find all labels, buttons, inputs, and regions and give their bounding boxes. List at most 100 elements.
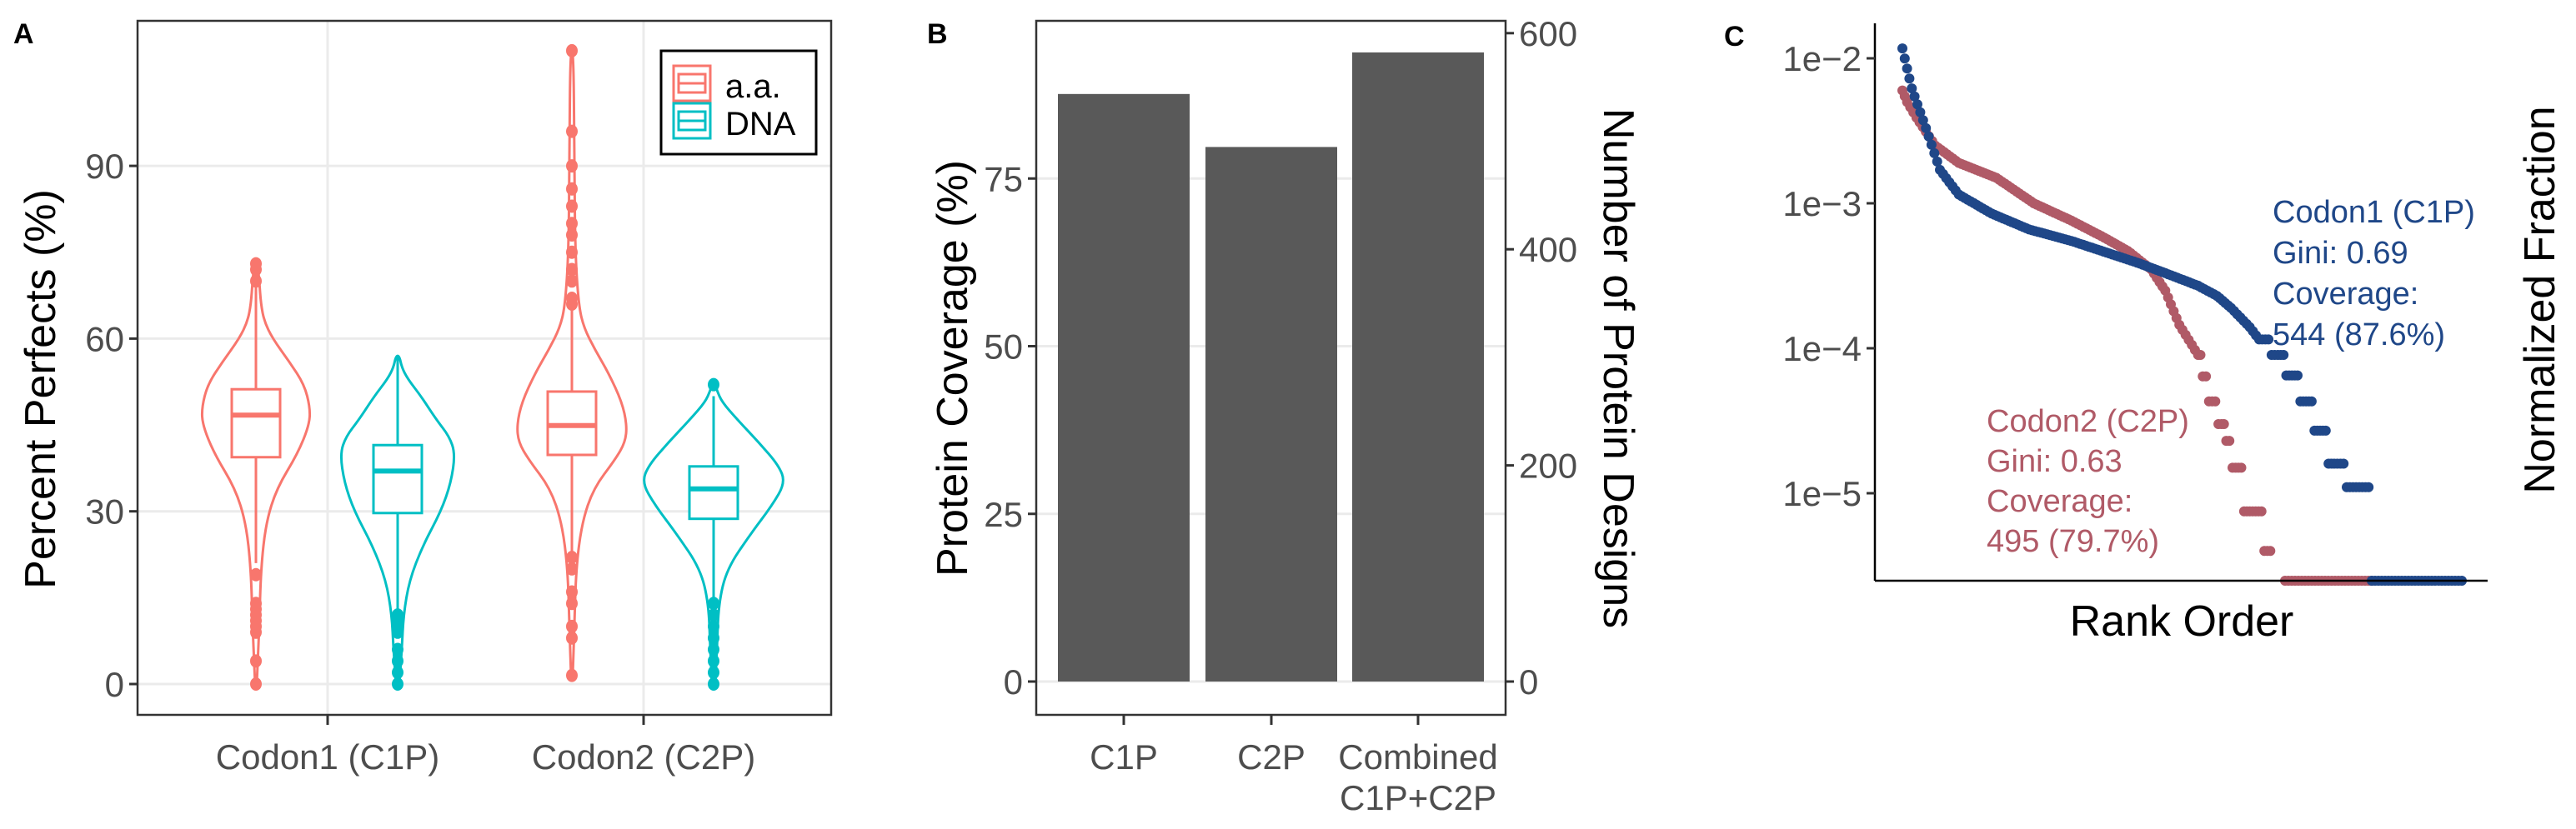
panel-a-violin-plot: A 0 30 60 90 Codon1 (C1P) Codon2 (C2P) Perce…: [13, 18, 833, 777]
outlier-point: [566, 292, 578, 306]
rank-point: [1926, 139, 1937, 150]
panel-c-y-tick-label: 1e−2: [1782, 39, 1862, 78]
c1p-annotation-gini: Gini: 0.69: [2273, 236, 2408, 271]
outlier-point: [708, 654, 719, 668]
c1p-annotation-name: Codon1 (C1P): [2273, 195, 2475, 230]
rank-point: [1904, 73, 1915, 84]
rank-point: [1929, 147, 1940, 158]
panel-b-bar-chart: B 0 25 50 75 0 200 400 600 C1P C2P CombinedC1P+C…: [927, 14, 1642, 817]
outlier-point: [392, 608, 403, 622]
outlier-point: [392, 642, 403, 657]
rank-point: [2256, 506, 2267, 517]
outlier-point: [566, 274, 578, 288]
panel-c-y-axis-title: Normalized Fraction: [2516, 106, 2564, 493]
panel-b-right-y-tick-label: 400: [1519, 230, 1577, 269]
outlier-point: [250, 257, 262, 271]
outlier-point: [708, 677, 719, 691]
rank-point: [1921, 122, 1932, 133]
rank-point: [1917, 115, 1928, 126]
rank-point: [2338, 458, 2349, 469]
panel-a-x-tick-label: Codon1 (C1P): [216, 737, 439, 777]
iqr-box: [688, 465, 739, 521]
c1p-annotation-coverage-label: Coverage:: [2273, 277, 2418, 312]
panel-c-y-ticks: 1e−2 1e−3 1e−4 1e−5: [1782, 39, 1875, 513]
panel-c-x-axis-title: Rank Order: [2070, 597, 2294, 646]
panel-c-points: [1897, 43, 2467, 586]
aa-violin-c1p: [200, 257, 312, 691]
outlier-point: [566, 585, 578, 599]
panel-a-y-ticks: 0 30 60 90: [85, 147, 138, 704]
panel-b-x-tick-label-c1p: C1P: [1090, 737, 1158, 777]
panel-b-right-y-ticks: 0 200 400 600: [1506, 14, 1577, 702]
c1p-points: [1897, 43, 2467, 586]
rank-point: [1909, 91, 1920, 102]
rank-point: [2218, 419, 2229, 429]
rank-point: [2278, 350, 2289, 360]
panel-b-left-y-ticks: 0 25 50 75: [984, 159, 1036, 702]
panel-a-violins: [200, 43, 784, 691]
outlier-point: [566, 668, 578, 682]
aa-violin-c2p: [516, 43, 628, 682]
rank-point: [1907, 83, 1917, 94]
rank-point: [2293, 370, 2303, 381]
outlier-point: [566, 217, 578, 231]
outlier-point: [566, 228, 578, 242]
c1p-annotation: Codon1 (C1P) Gini: 0.69 Coverage: 544 (8…: [2273, 195, 2475, 352]
panel-b-bars: [1058, 52, 1484, 682]
outlier-point: [566, 631, 578, 645]
outlier-point: [250, 274, 262, 288]
rank-point: [1899, 53, 1910, 64]
panel-label-a: A: [13, 18, 34, 50]
panel-c-y-tick-label: 1e−3: [1782, 184, 1862, 223]
panel-a-frame: [136, 19, 833, 717]
outlier-point: [566, 619, 578, 633]
rank-point: [1897, 43, 1907, 54]
outlier-point: [566, 43, 578, 57]
outlier-point: [392, 666, 403, 680]
outlier-point: [566, 562, 578, 576]
panel-b-left-y-tick-label: 0: [1004, 662, 1023, 702]
rank-point: [1902, 63, 1912, 74]
iqr-box: [230, 387, 282, 459]
outlier-point: [708, 608, 719, 622]
bar-c1p: [1058, 93, 1190, 682]
legend-label-aa: a.a.: [725, 68, 781, 105]
outlier-point: [566, 550, 578, 564]
outlier-point: [392, 654, 403, 668]
rank-point: [2363, 482, 2374, 492]
panel-b-left-y-tick-label: 50: [984, 327, 1023, 367]
dna-violin-c1p: [339, 354, 456, 691]
panel-b-right-y-tick-label: 200: [1519, 447, 1577, 486]
rank-point: [1912, 99, 1922, 110]
panel-b-right-y-axis-title: Number of Protein Designs: [1594, 108, 1642, 628]
panel-b-left-y-tick-label: 75: [984, 159, 1023, 198]
outlier-point: [566, 262, 578, 277]
rank-point: [2236, 462, 2247, 473]
iqr-box: [372, 443, 423, 515]
rank-point: [1915, 107, 1926, 117]
outlier-point: [566, 199, 578, 213]
c2p-annotation-coverage-value: 495 (79.7%): [1987, 524, 2159, 559]
c2p-annotation-name: Codon2 (C2P): [1987, 404, 2189, 439]
panel-a-y-axis-title: Percent Perfects (%): [17, 189, 65, 589]
panel-b-right-y-tick-label: 600: [1519, 14, 1577, 53]
panel-b-x-tick-label-c2p: C2P: [1237, 737, 1306, 777]
aa-boxplot-swatch-icon: [672, 64, 712, 102]
panel-b-x-tick-label-combined-line2: C1P+C2P: [1340, 778, 1496, 817]
panel-b-x-tick-label-combined: Combined: [1338, 737, 1497, 777]
outlier-point: [566, 597, 578, 611]
panel-a-y-tick-label: 0: [105, 665, 124, 704]
outlier-point: [566, 182, 578, 196]
panel-a-x-ticks: Codon1 (C1P) Codon2 (C2P): [216, 715, 755, 777]
legend-label-dna: DNA: [725, 106, 796, 142]
outlier-point: [708, 666, 719, 680]
panel-label-b: B: [927, 18, 948, 50]
dna-boxplot-swatch-icon: [672, 102, 712, 140]
outlier-point: [566, 159, 578, 173]
legend-item-aa: a.a.: [672, 64, 781, 105]
panel-c-y-tick-label: 1e−4: [1782, 329, 1862, 368]
panel-b-right-y-tick-label: 0: [1519, 662, 1538, 702]
